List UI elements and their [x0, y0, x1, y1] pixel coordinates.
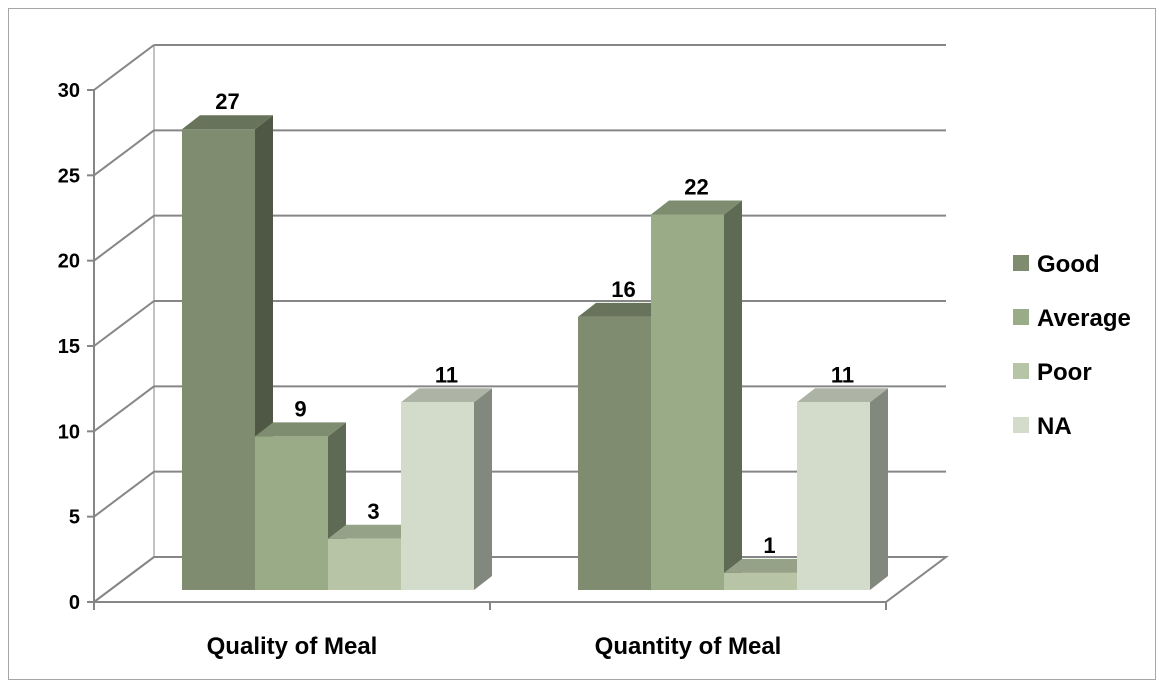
- y-tick-label: 25: [58, 165, 80, 187]
- side-wall-gridline: [93, 300, 155, 347]
- y-tick-label: 20: [58, 251, 80, 273]
- bar-side-face: [870, 388, 888, 590]
- side-wall-gridline: [93, 470, 155, 518]
- bar-side-face: [724, 200, 742, 591]
- side-wall-gridline: [93, 385, 155, 433]
- y-tick-label: 30: [58, 80, 80, 102]
- data-label: 11: [435, 362, 458, 387]
- bar-good-quality: [182, 129, 255, 590]
- bar-na-quality: [401, 402, 474, 590]
- side-wall-gridline: [93, 44, 155, 91]
- bar-poor-quantity: [724, 572, 797, 590]
- legend-swatch: [1013, 417, 1029, 433]
- bar-side-face: [474, 388, 492, 590]
- side-wall-gridline: [93, 129, 155, 177]
- data-label: 16: [611, 277, 635, 302]
- bar-average-quantity: [651, 214, 724, 591]
- data-label: 1: [763, 533, 775, 558]
- data-label: 11: [831, 362, 854, 387]
- data-label: 27: [215, 89, 239, 114]
- y-tick-label: 15: [58, 336, 80, 358]
- bar-top-face: [797, 388, 888, 403]
- legend-label: Good: [1037, 251, 1100, 278]
- legend-swatch: [1013, 363, 1029, 379]
- legend-swatch: [1013, 309, 1029, 325]
- bar-top-face: [255, 422, 346, 437]
- bars: [182, 115, 888, 591]
- bar-top-face: [724, 558, 815, 573]
- bar-na-quantity: [797, 402, 870, 590]
- side-wall-gridline: [93, 214, 155, 262]
- data-label: 3: [367, 499, 379, 524]
- y-tick-label: 0: [69, 592, 80, 614]
- legend-label: NA: [1037, 413, 1072, 440]
- bar-top-face: [401, 388, 492, 403]
- y-tick-label: 10: [58, 421, 80, 443]
- legend: Good Average Poor NA: [1013, 251, 1131, 440]
- data-label: 22: [684, 175, 708, 200]
- bar-top-face: [578, 302, 669, 317]
- legend-label: Poor: [1037, 359, 1092, 386]
- bar-top-face: [651, 200, 742, 215]
- category-label: Quality of Meal: [207, 633, 378, 660]
- y-tick-label: 5: [69, 507, 80, 529]
- legend-label: Average: [1037, 305, 1131, 332]
- bar-good-quantity: [578, 316, 651, 590]
- gridlines: [91, 44, 949, 603]
- bar-poor-quality: [328, 538, 401, 590]
- data-label: 9: [294, 396, 306, 421]
- category-label: Quantity of Meal: [595, 633, 782, 660]
- bar-average-quality: [255, 436, 328, 590]
- legend-swatch: [1013, 255, 1029, 271]
- bar-top-face: [328, 524, 419, 539]
- bar-top-face: [182, 115, 273, 130]
